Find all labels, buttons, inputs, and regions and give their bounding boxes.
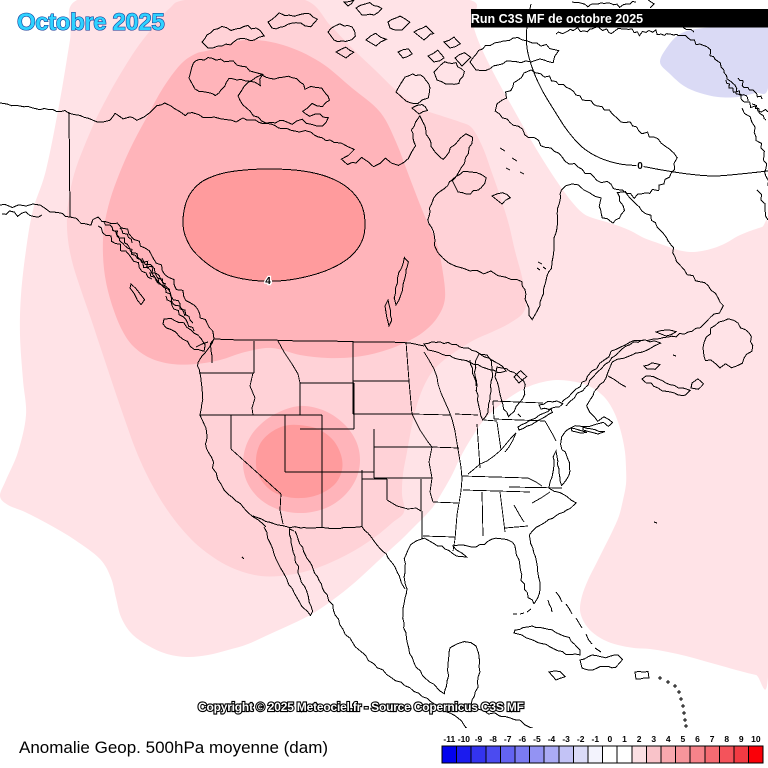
svg-text:2: 2 [637, 734, 642, 744]
svg-text:-8: -8 [489, 734, 497, 744]
svg-text:-7: -7 [504, 734, 512, 744]
svg-text:8: 8 [724, 734, 729, 744]
svg-text:Anomalie Geop. 500hPa moyenne: Anomalie Geop. 500hPa moyenne (dam) [19, 738, 328, 757]
svg-text:4: 4 [666, 734, 671, 744]
svg-text:1: 1 [622, 734, 627, 744]
svg-text:-1: -1 [592, 734, 600, 744]
svg-text:-4: -4 [548, 734, 556, 744]
svg-text:-6: -6 [519, 734, 527, 744]
svg-text:-10: -10 [458, 734, 471, 744]
svg-text:9: 9 [739, 734, 744, 744]
svg-text:4: 4 [265, 276, 271, 287]
svg-text:3: 3 [651, 734, 656, 744]
svg-text:-3: -3 [562, 734, 570, 744]
svg-text:10: 10 [751, 734, 761, 744]
svg-text:0: 0 [608, 734, 613, 744]
svg-text:Copyright © 2025 Meteociel.fr: Copyright © 2025 Meteociel.fr - Source C… [198, 700, 524, 714]
svg-text:-9: -9 [475, 734, 483, 744]
svg-text:-11: -11 [443, 734, 455, 744]
svg-text:-5: -5 [533, 734, 541, 744]
svg-text:7: 7 [710, 734, 715, 744]
svg-text:-2: -2 [577, 734, 585, 744]
svg-text:0: 0 [637, 161, 643, 172]
svg-text:Octobre 2025: Octobre 2025 [17, 9, 164, 36]
svg-text:6: 6 [695, 734, 700, 744]
svg-text:5: 5 [681, 734, 686, 744]
svg-text:Run C3S MF de octobre 2025: Run C3S MF de octobre 2025 [471, 12, 643, 26]
